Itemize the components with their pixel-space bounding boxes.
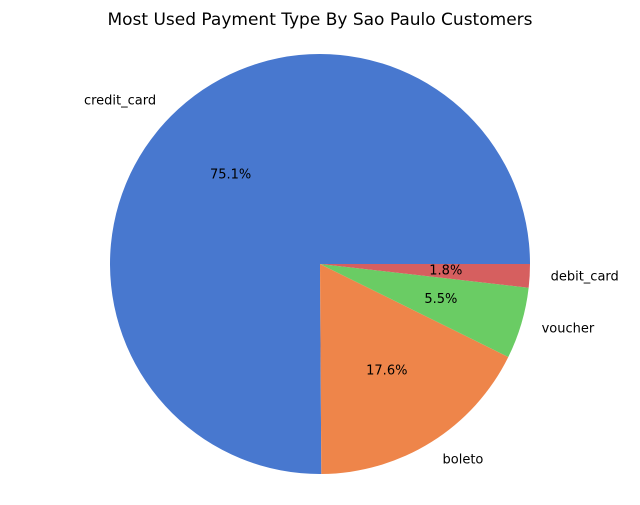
pie-slice-voucher (320, 264, 529, 357)
pct-label-debit-card: 1.8% (429, 264, 462, 279)
pie-slice-boleto (320, 264, 509, 474)
pie-slices (110, 54, 530, 475)
pie-slice-credit-card (110, 54, 530, 475)
slice-label-debit-card: debit_card (551, 270, 619, 285)
slice-label-credit-card: credit_card (84, 94, 156, 109)
pct-label-voucher: 5.5% (424, 292, 457, 307)
pie-slice-debit-card (320, 264, 530, 288)
pct-label-boleto: 17.6% (366, 363, 407, 378)
slice-label-boleto: boleto (443, 452, 484, 467)
slice-label-voucher: voucher (542, 322, 595, 337)
pie-labels: credit_card 75.1% boleto 17.6% voucher 5.5% de… (84, 94, 619, 468)
pct-label-credit-card: 75.1% (210, 168, 251, 183)
chart-title: Most Used Payment Type By Sao Paulo Cust… (107, 10, 532, 30)
